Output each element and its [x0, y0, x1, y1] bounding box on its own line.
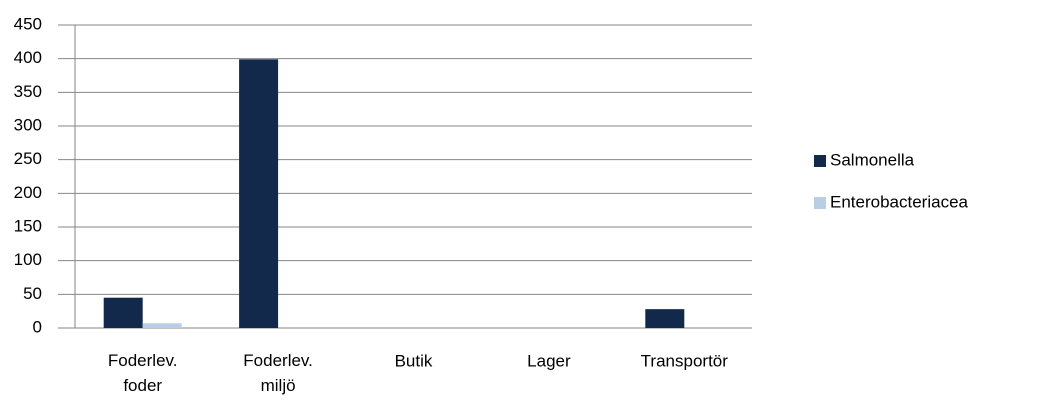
- y-tick-label: 250: [14, 149, 42, 168]
- y-tick-label: 300: [14, 115, 42, 134]
- y-tick-label: 0: [33, 317, 42, 336]
- legend-swatch: [814, 155, 826, 167]
- y-tick-label: 100: [14, 250, 42, 269]
- bar: [103, 297, 143, 328]
- y-tick-label: 150: [14, 216, 42, 235]
- x-tick-label: Foderlev. foder: [108, 351, 178, 395]
- y-tick-label: 450: [14, 14, 42, 33]
- y-tick-label: 200: [14, 183, 42, 202]
- x-tick-label: Transportör: [641, 351, 729, 370]
- legend-swatch: [814, 197, 826, 209]
- bar: [645, 309, 685, 328]
- x-tick-label: Lager: [527, 351, 571, 370]
- y-tick-label: 50: [23, 284, 42, 303]
- legend-label: Enterobacteriacea: [830, 192, 969, 211]
- legend-label: Salmonella: [830, 150, 915, 169]
- x-tick-label: Foderlev. miljö: [243, 351, 313, 395]
- bar: [142, 323, 182, 328]
- y-tick-label: 350: [14, 82, 42, 101]
- bar: [239, 59, 279, 329]
- y-tick-label: 400: [14, 48, 42, 67]
- x-tick-label: Butik: [395, 351, 433, 370]
